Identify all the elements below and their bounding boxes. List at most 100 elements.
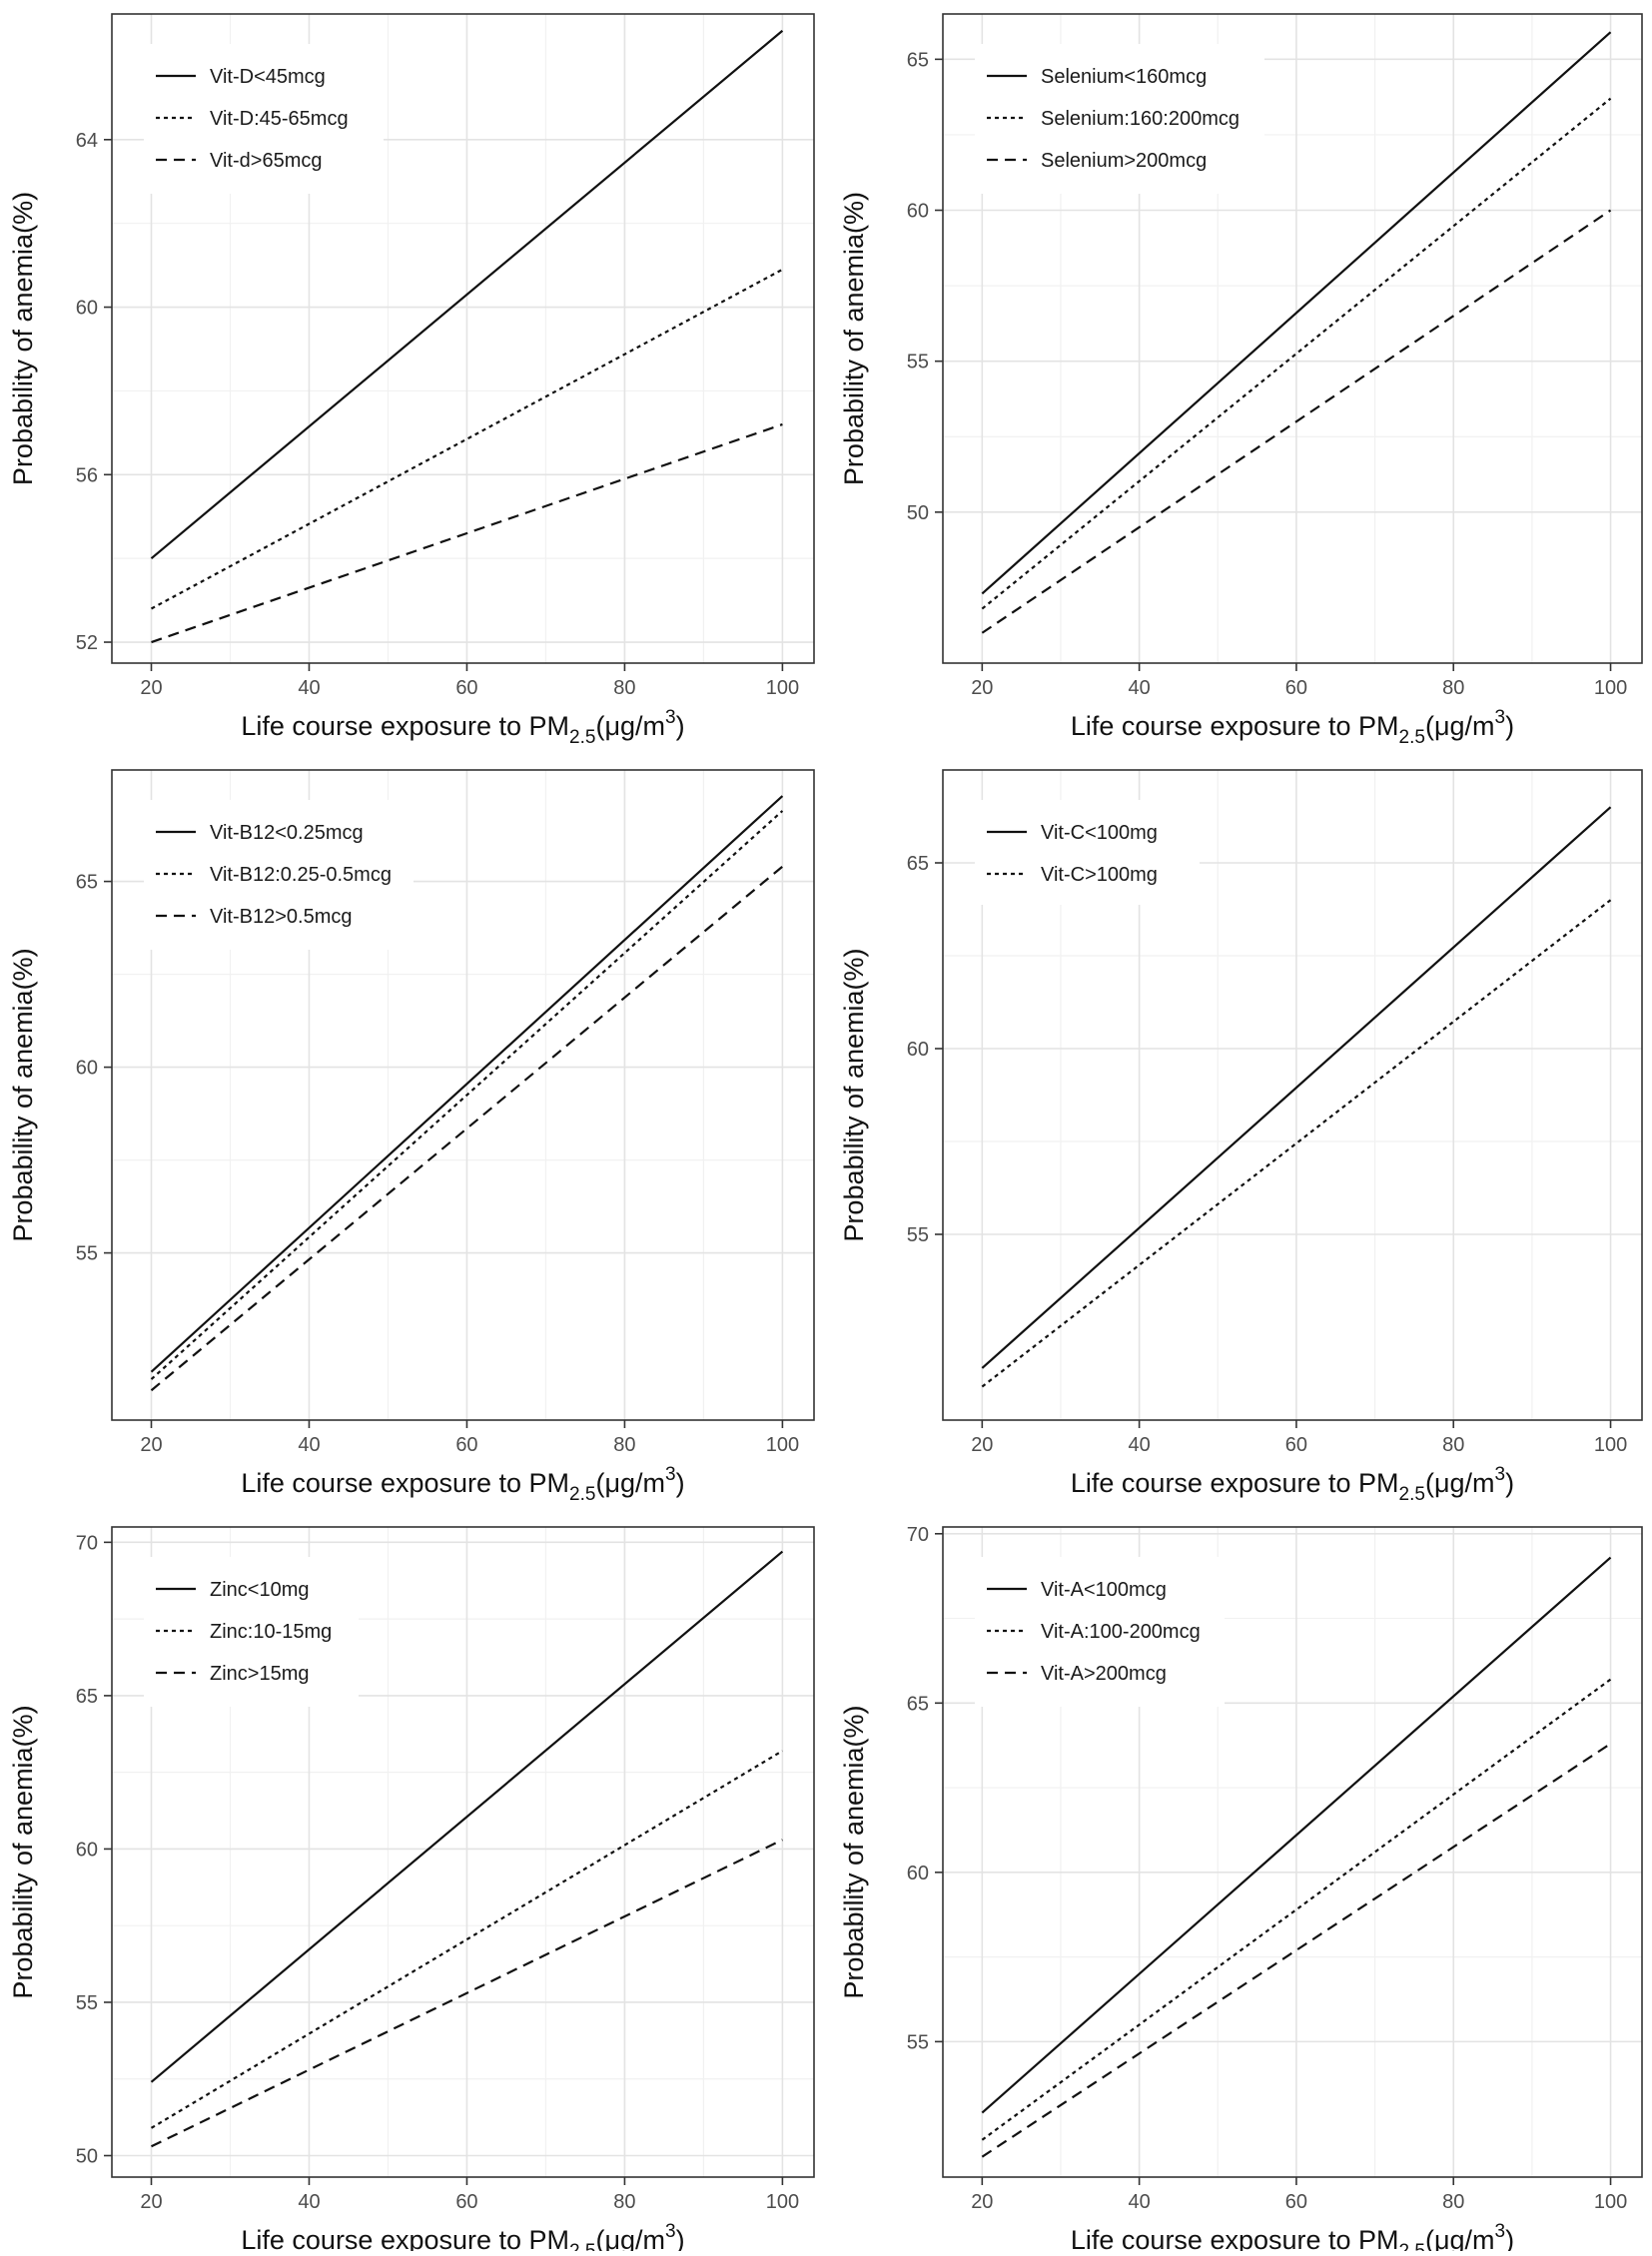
x-axis-title: Life course exposure to PM2.5(μg/m3) [241, 1464, 684, 1505]
legend: Vit-A<100mcg Vit-A:100-200mcg Vit-A>200mcg [975, 1557, 1225, 1707]
legend-background [975, 44, 1264, 194]
legend-label: Selenium:160:200mcg [1041, 108, 1239, 130]
x-axis-title: Life course exposure to PM2.5(μg/m3) [241, 707, 684, 748]
x-tick-label: 40 [298, 1434, 320, 1456]
y-axis-title: Probability of anemia(%) [8, 1705, 38, 1998]
legend-label: Zinc<10mg [210, 1579, 310, 1601]
y-tick-label: 65 [907, 49, 929, 71]
x-axis-title: Life course exposure to PM2.5(μg/m3) [1071, 707, 1514, 748]
y-tick-label: 60 [76, 1058, 98, 1080]
legend-label: Vit-A:100-200mcg [1041, 1621, 1201, 1643]
chart-panel-6: Vit-A<100mcg Vit-A:100-200mcg Vit-A>200mcg… [839, 1524, 1643, 2256]
x-tick-label: 100 [1594, 677, 1627, 699]
y-tick-label: 65 [907, 853, 929, 875]
y-tick-label: 52 [76, 632, 98, 654]
series-line-1 [981, 31, 1612, 595]
legend-label: Vit-B12:0.25-0.5mcg [210, 864, 392, 886]
x-tick-label: 80 [613, 2191, 635, 2213]
x-tick-label: 40 [1129, 1434, 1151, 1456]
series-line-1 [150, 1550, 784, 2083]
y-tick-label: 55 [907, 2031, 929, 2053]
y-axis-title: Probability of anemia(%) [839, 948, 869, 1241]
x-tick-label: 60 [1285, 677, 1307, 699]
y-axis-title: Probability of anemia(%) [839, 1705, 869, 1998]
x-tick-label: 80 [1442, 1434, 1464, 1456]
x-tick-label: 60 [455, 677, 477, 699]
series-line-1 [150, 795, 784, 1373]
x-tick-label: 80 [613, 1434, 635, 1456]
y-tick-label: 64 [76, 130, 98, 152]
plot-border [111, 769, 815, 1421]
legend-label: Vit-D<45mcg [210, 66, 326, 88]
legend: Vit-C<100mg Vit-C>100mg [975, 800, 1200, 905]
chart-panel-1: Vit-D<45mcg Vit-D:45-65mcg Vit-d>65mcg 20 40… [8, 13, 815, 748]
y-axis-title: Probability of anemia(%) [8, 948, 38, 1241]
x-tick-label: 80 [1442, 2191, 1464, 2213]
x-tick-label: 20 [971, 2191, 993, 2213]
series-line-1 [981, 1556, 1612, 2114]
legend-label: Vit-C>100mg [1041, 864, 1158, 886]
legend-background [144, 1557, 359, 1707]
y-tick-label: 50 [76, 2146, 98, 2168]
legend-background [975, 1557, 1225, 1707]
x-tick-label: 40 [298, 2191, 320, 2213]
series-line-2 [150, 1750, 783, 2129]
y-tick-label: 65 [76, 1686, 98, 1708]
x-tick-label: 100 [766, 2191, 799, 2213]
y-tick-label: 60 [76, 298, 98, 320]
plot-border [942, 13, 1643, 664]
x-tick-label: 60 [455, 1434, 477, 1456]
legend-label: Vit-C<100mg [1041, 822, 1158, 844]
x-tick-label: 40 [1129, 677, 1151, 699]
legend-label: Vit-A>200mcg [1041, 1663, 1167, 1685]
legend-label: Vit-D:45-65mcg [210, 108, 349, 130]
series-line-3 [150, 865, 784, 1392]
y-tick-label: 60 [907, 201, 929, 223]
legend: Vit-D<45mcg Vit-D:45-65mcg Vit-d>65mcg [144, 44, 384, 194]
legend-label: Vit-B12>0.5mcg [210, 906, 353, 928]
x-axis-title: Life course exposure to PM2.5(μg/m3) [241, 2221, 684, 2251]
x-tick-label: 80 [1442, 677, 1464, 699]
x-tick-label: 60 [1285, 2191, 1307, 2213]
x-tick-label: 100 [1594, 1434, 1627, 1456]
y-tick-label: 60 [907, 1039, 929, 1061]
chart-panel-3: Vit-B12<0.25mcg Vit-B12:0.25-0.5mcg Vit-B1… [8, 769, 815, 1505]
x-tick-label: 80 [613, 677, 635, 699]
y-tick-label: 65 [907, 1693, 929, 1715]
y-tick-label: 70 [907, 1524, 929, 1546]
series-line-2 [981, 1678, 1612, 2141]
series-line-3 [981, 209, 1612, 634]
y-tick-label: 65 [76, 872, 98, 894]
legend-label: Vit-A<100mcg [1041, 1579, 1167, 1601]
x-tick-label: 60 [455, 2191, 477, 2213]
chart-panel-5: Zinc<10mg Zinc:10-15mg Zinc>15mg 20 40 60 80 10… [8, 1526, 815, 2256]
series-line-1 [981, 806, 1612, 1369]
series-line-3 [151, 422, 783, 644]
legend-label: Vit-d>65mcg [210, 150, 322, 172]
series-line-3 [151, 1839, 783, 2148]
x-tick-label: 100 [766, 1434, 799, 1456]
chart-panel-2: Selenium<160mcg Selenium:160:200mcg Seleni… [839, 13, 1643, 748]
legend-label: Zinc>15mg [210, 1663, 310, 1685]
x-axis-title: Life course exposure to PM2.5(μg/m3) [1071, 2221, 1514, 2251]
plot-border [942, 769, 1643, 1421]
series-line-2 [981, 97, 1612, 610]
legend: Vit-B12<0.25mcg Vit-B12:0.25-0.5mcg Vit-B1… [144, 800, 413, 950]
y-tick-label: 55 [907, 1224, 929, 1246]
series-line-1 [150, 29, 784, 560]
y-axis-title: Probability of anemia(%) [839, 192, 869, 485]
legend-label: Zinc:10-15mg [210, 1621, 332, 1643]
x-tick-label: 20 [140, 1434, 162, 1456]
plot-border [111, 1526, 815, 2178]
legend-label: Vit-B12<0.25mcg [210, 822, 364, 844]
x-tick-label: 20 [971, 1434, 993, 1456]
y-tick-label: 55 [76, 1243, 98, 1265]
plot-border [111, 13, 815, 664]
y-tick-label: 56 [76, 464, 98, 486]
legend-label: Selenium<160mcg [1041, 66, 1207, 88]
legend: Zinc<10mg Zinc:10-15mg Zinc>15mg [144, 1557, 359, 1707]
x-tick-label: 40 [1129, 2191, 1151, 2213]
y-tick-label: 55 [76, 1992, 98, 2014]
legend: Selenium<160mcg Selenium:160:200mcg Seleni… [975, 44, 1264, 194]
